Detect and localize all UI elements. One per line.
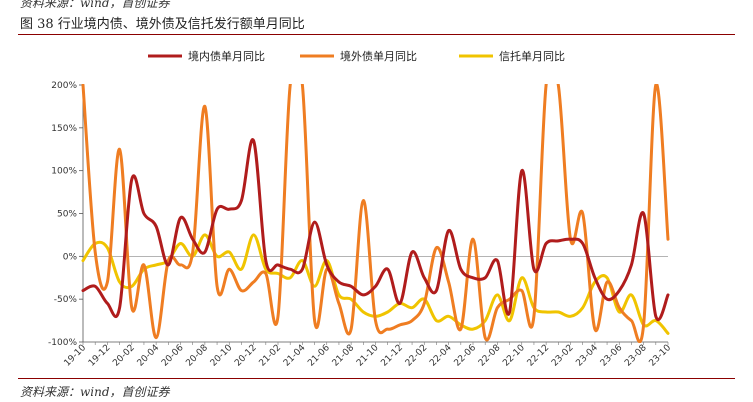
y-tick-label: 200% (51, 81, 77, 91)
x-tick-label: 23-06 (599, 343, 625, 369)
chart-series (81, 84, 670, 343)
y-tick-label: 0% (63, 252, 78, 262)
x-tick-label: 21-10 (355, 343, 381, 369)
source-divider (18, 378, 735, 379)
y-tick-label: 100% (51, 167, 77, 177)
x-tick-label: 21-06 (306, 343, 332, 369)
legend-label-2: 境外债单月同比 (340, 49, 417, 63)
x-tick-label: 22-02 (404, 343, 430, 369)
previous-source-note-cut: 资料来源：wind，首创证券 (20, 0, 170, 10)
x-tick-label: 21-12 (379, 343, 405, 369)
x-tick-label: 22-10 (501, 343, 527, 369)
x-tick-label: 22-12 (526, 343, 552, 369)
y-tick-label: 150% (51, 124, 77, 134)
x-tick-label: 23-04 (574, 343, 600, 369)
x-tick-label: 23-08 (623, 343, 649, 369)
x-tick-label: 20-04 (136, 343, 162, 369)
x-tick-label: 20-12 (233, 343, 259, 369)
series-line-1 (81, 138, 670, 321)
x-tick-label: 20-10 (209, 343, 235, 369)
y-tick-label: -100% (48, 338, 77, 348)
x-tick-label: 22-06 (453, 343, 479, 369)
x-tick-label: 20-08 (184, 343, 210, 369)
legend-label-1: 境内债单月同比 (188, 49, 265, 63)
x-tick-label: 22-04 (428, 343, 454, 369)
x-tick-label: 23-10 (648, 343, 674, 369)
chart-legend: 境内债单月同比 境外债单月同比 信托单月同比 (148, 49, 565, 63)
y-axis: -100% -50% 0% 50% 100% 150% 200% (48, 81, 668, 348)
x-axis: 19-1019-1220-0220-0420-0620-0820-1020-12… (63, 341, 674, 369)
legend-label-3: 信托单月同比 (499, 49, 565, 63)
figure-title: 图 38 行业境内债、境外债及信托发行额单月同比 (20, 17, 305, 32)
x-tick-label: 20-02 (111, 343, 137, 369)
x-tick-label: 21-04 (282, 343, 308, 369)
source-note: 资料来源：wind，首创证券 (20, 385, 170, 399)
x-tick-label: 21-02 (258, 343, 284, 369)
x-tick-label: 22-08 (477, 343, 503, 369)
x-tick-label: 20-06 (160, 343, 186, 369)
x-tick-label: 21-08 (331, 343, 357, 369)
y-tick-label: 50% (57, 210, 77, 220)
series-line-2 (81, 84, 670, 343)
x-tick-label: 23-02 (550, 343, 576, 369)
x-tick-label: 19-12 (87, 343, 113, 369)
title-divider (18, 34, 735, 35)
y-tick-label: -50% (54, 295, 78, 305)
